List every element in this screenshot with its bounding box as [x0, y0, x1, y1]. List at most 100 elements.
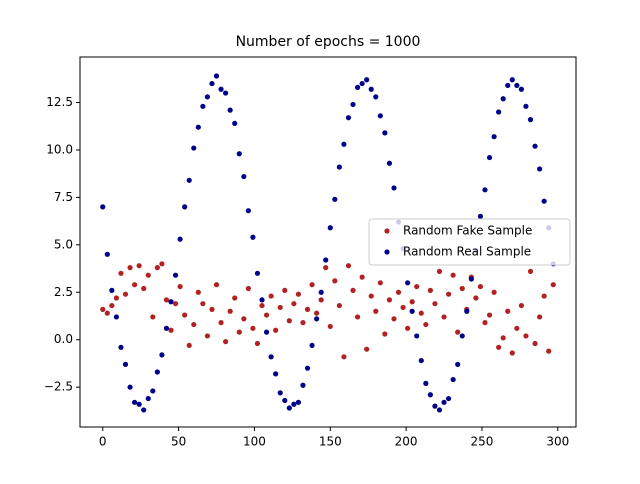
- point: [100, 306, 106, 312]
- point: [455, 329, 461, 335]
- point: [209, 306, 215, 312]
- point: [291, 401, 297, 407]
- x-tick-label: 0: [99, 435, 107, 449]
- point: [227, 308, 233, 314]
- point: [318, 297, 324, 303]
- point: [291, 301, 297, 307]
- point: [536, 166, 543, 172]
- point: [386, 297, 393, 303]
- point: [136, 401, 142, 407]
- point: [113, 314, 120, 320]
- point: [514, 325, 520, 331]
- point: [145, 272, 151, 278]
- point: [423, 380, 429, 386]
- point: [223, 339, 229, 345]
- point: [464, 308, 470, 314]
- point: [304, 306, 311, 312]
- point: [445, 291, 452, 297]
- point: [382, 130, 388, 136]
- point: [250, 325, 256, 331]
- y-tick-label: 2.5: [54, 285, 73, 299]
- point: [172, 301, 179, 307]
- x-tick-label: 100: [243, 435, 266, 449]
- legend-label: Random Real Sample: [403, 245, 531, 259]
- point: [186, 342, 192, 349]
- point: [122, 361, 129, 367]
- point: [332, 196, 338, 202]
- point: [263, 329, 270, 335]
- point: [368, 86, 374, 92]
- point: [145, 395, 151, 402]
- point: [409, 308, 415, 314]
- point: [177, 283, 183, 290]
- point: [450, 376, 456, 383]
- point: [436, 268, 443, 275]
- point: [104, 310, 110, 316]
- point: [204, 333, 211, 339]
- point: [423, 321, 429, 328]
- point: [186, 177, 192, 183]
- point: [200, 301, 206, 307]
- point: [177, 236, 183, 242]
- point: [304, 365, 311, 371]
- point: [314, 316, 320, 322]
- point: [509, 350, 515, 356]
- point: [414, 283, 420, 290]
- point: [364, 346, 370, 352]
- point: [532, 143, 538, 149]
- point: [132, 399, 138, 405]
- x-tick-label: 200: [395, 435, 418, 449]
- point: [309, 282, 315, 288]
- point: [473, 295, 479, 301]
- point: [527, 117, 534, 123]
- point: [441, 399, 447, 405]
- point: [259, 302, 265, 309]
- point: [414, 333, 420, 339]
- point: [500, 335, 506, 341]
- point: [377, 280, 383, 286]
- point: [395, 289, 402, 295]
- point: [386, 160, 393, 166]
- point: [445, 395, 452, 402]
- point: [332, 278, 338, 284]
- point: [509, 77, 515, 83]
- point: [518, 86, 524, 92]
- point: [486, 154, 493, 161]
- point: [364, 77, 370, 83]
- point: [550, 282, 556, 288]
- point: [245, 208, 251, 214]
- point: [382, 331, 388, 337]
- y-tick-label: −2.5: [44, 380, 73, 394]
- point: [109, 302, 115, 309]
- point: [259, 297, 265, 303]
- point: [100, 204, 106, 210]
- point: [191, 321, 197, 328]
- point: [118, 270, 124, 276]
- point: [245, 285, 251, 292]
- point: [496, 344, 502, 350]
- point: [195, 124, 201, 130]
- point: [295, 291, 302, 297]
- point: [309, 342, 315, 349]
- y-tick-label: 5.0: [54, 237, 73, 251]
- point: [336, 302, 342, 309]
- point: [209, 80, 215, 87]
- point: [459, 333, 465, 339]
- point: [532, 340, 538, 347]
- point: [195, 289, 201, 295]
- point: [254, 340, 261, 347]
- point: [496, 109, 502, 115]
- point: [377, 113, 383, 119]
- x-tick-label: 150: [319, 435, 342, 449]
- point: [482, 320, 488, 326]
- y-tick-label: 7.5: [54, 190, 73, 204]
- point: [236, 151, 242, 157]
- point: [213, 73, 220, 79]
- point: [277, 390, 283, 396]
- point: [323, 265, 329, 271]
- point: [141, 407, 147, 413]
- point: [295, 399, 302, 405]
- point: [391, 316, 397, 322]
- point: [523, 103, 529, 109]
